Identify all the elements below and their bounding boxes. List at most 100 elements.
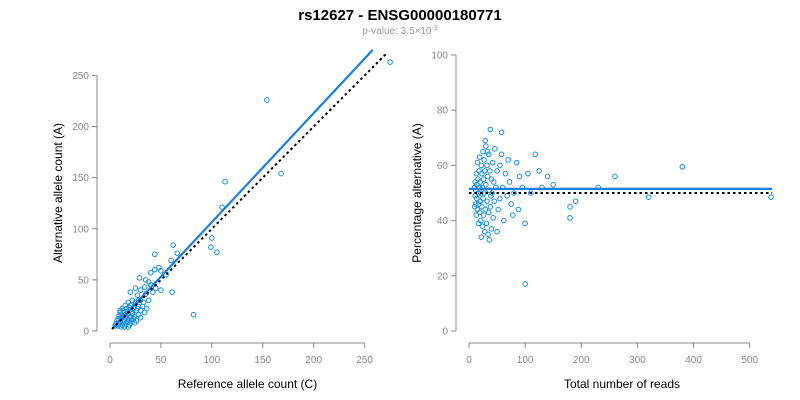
data-point bbox=[488, 176, 495, 182]
data-point bbox=[152, 251, 158, 258]
data-point bbox=[137, 287, 144, 293]
data-point bbox=[152, 266, 158, 273]
left-scatter-plot: 0 50 100 150 200 250 0 50 100 150 200 250 Reference … bbox=[51, 49, 393, 391]
data-point bbox=[134, 305, 141, 312]
y-tick-label: 60 bbox=[437, 161, 449, 172]
data-point bbox=[494, 168, 500, 174]
data-point bbox=[132, 285, 139, 291]
data-point bbox=[473, 170, 480, 177]
data-point bbox=[490, 215, 496, 221]
data-point bbox=[141, 284, 148, 290]
data-point bbox=[489, 190, 495, 196]
data-point bbox=[516, 173, 523, 180]
data-point bbox=[190, 311, 197, 318]
data-point bbox=[479, 223, 486, 229]
data-point bbox=[679, 163, 686, 170]
data-point bbox=[477, 190, 484, 196]
data-point bbox=[498, 151, 505, 158]
subtitle-exponent: -3 bbox=[431, 25, 437, 32]
data-point bbox=[489, 159, 496, 166]
data-point bbox=[121, 324, 128, 330]
data-point bbox=[476, 154, 483, 160]
data-point bbox=[497, 195, 503, 202]
data-point bbox=[488, 226, 495, 232]
data-point bbox=[501, 217, 507, 224]
data-point bbox=[472, 201, 479, 207]
y-tick-label: 50 bbox=[78, 275, 90, 286]
y-tick-label: 80 bbox=[437, 106, 449, 117]
data-point bbox=[482, 137, 489, 144]
data-point bbox=[477, 198, 484, 205]
data-point bbox=[117, 307, 123, 314]
data-point bbox=[137, 314, 144, 321]
data-point bbox=[532, 151, 539, 158]
data-point bbox=[502, 170, 509, 177]
data-point bbox=[136, 275, 143, 281]
data-point bbox=[387, 59, 393, 65]
data-point bbox=[125, 324, 132, 330]
data-point bbox=[170, 242, 176, 248]
x-tick-label: 200 bbox=[305, 355, 322, 366]
data-point bbox=[153, 285, 159, 291]
data-point bbox=[612, 173, 618, 180]
data-point bbox=[475, 176, 481, 182]
data-point bbox=[149, 289, 156, 295]
data-point bbox=[536, 168, 542, 174]
data-point bbox=[145, 297, 152, 304]
data-point bbox=[494, 228, 500, 235]
data-point bbox=[485, 151, 492, 158]
data-point bbox=[513, 159, 520, 166]
data-point bbox=[112, 323, 118, 329]
y-tick-label: 200 bbox=[72, 122, 89, 133]
data-point bbox=[209, 235, 215, 241]
data-point bbox=[572, 198, 579, 205]
y-tick-label: 20 bbox=[437, 271, 449, 282]
fit-line bbox=[111, 49, 374, 330]
x-tick-label: 400 bbox=[685, 355, 702, 366]
x-axis-title: Reference allele count (C) bbox=[178, 377, 317, 391]
data-point bbox=[479, 204, 485, 210]
x-tick-label: 300 bbox=[629, 355, 646, 366]
data-point bbox=[567, 204, 573, 210]
data-point bbox=[480, 176, 487, 182]
data-point bbox=[768, 194, 774, 200]
x-tick-label: 50 bbox=[155, 355, 167, 366]
y-tick-label: 0 bbox=[442, 327, 448, 338]
y-tick-label: 100 bbox=[72, 224, 89, 235]
data-point bbox=[506, 179, 513, 185]
y-tick-label: 100 bbox=[431, 51, 448, 62]
data-point bbox=[481, 157, 487, 163]
data-point bbox=[174, 250, 181, 257]
data-point bbox=[127, 289, 134, 295]
data-point bbox=[474, 206, 481, 213]
x-tick-label: 250 bbox=[356, 355, 373, 366]
data-point bbox=[485, 231, 491, 238]
subtitle-text: p-value: 3.5×10 bbox=[362, 26, 432, 37]
data-point bbox=[482, 206, 489, 213]
data-point bbox=[483, 220, 490, 227]
data-point bbox=[486, 237, 493, 243]
data-point bbox=[491, 198, 498, 205]
reference-line bbox=[111, 52, 388, 330]
data-point bbox=[476, 168, 482, 174]
data-point bbox=[485, 209, 492, 216]
data-point bbox=[471, 204, 478, 210]
data-point bbox=[478, 234, 485, 240]
data-point bbox=[483, 143, 489, 149]
data-point bbox=[486, 168, 493, 174]
data-point bbox=[511, 190, 517, 196]
data-point bbox=[169, 289, 175, 295]
data-point bbox=[134, 292, 141, 299]
data-point bbox=[480, 212, 487, 218]
data-point bbox=[475, 201, 482, 207]
data-point bbox=[498, 129, 505, 136]
data-point bbox=[492, 146, 498, 152]
y-axis-title: Percentage alternative (A) bbox=[410, 123, 424, 262]
y-tick-label: 250 bbox=[72, 71, 89, 82]
data-point bbox=[484, 162, 490, 169]
x-tick-label: 500 bbox=[741, 355, 758, 366]
data-point bbox=[480, 148, 486, 155]
data-point bbox=[214, 249, 220, 256]
data-point bbox=[475, 220, 482, 227]
